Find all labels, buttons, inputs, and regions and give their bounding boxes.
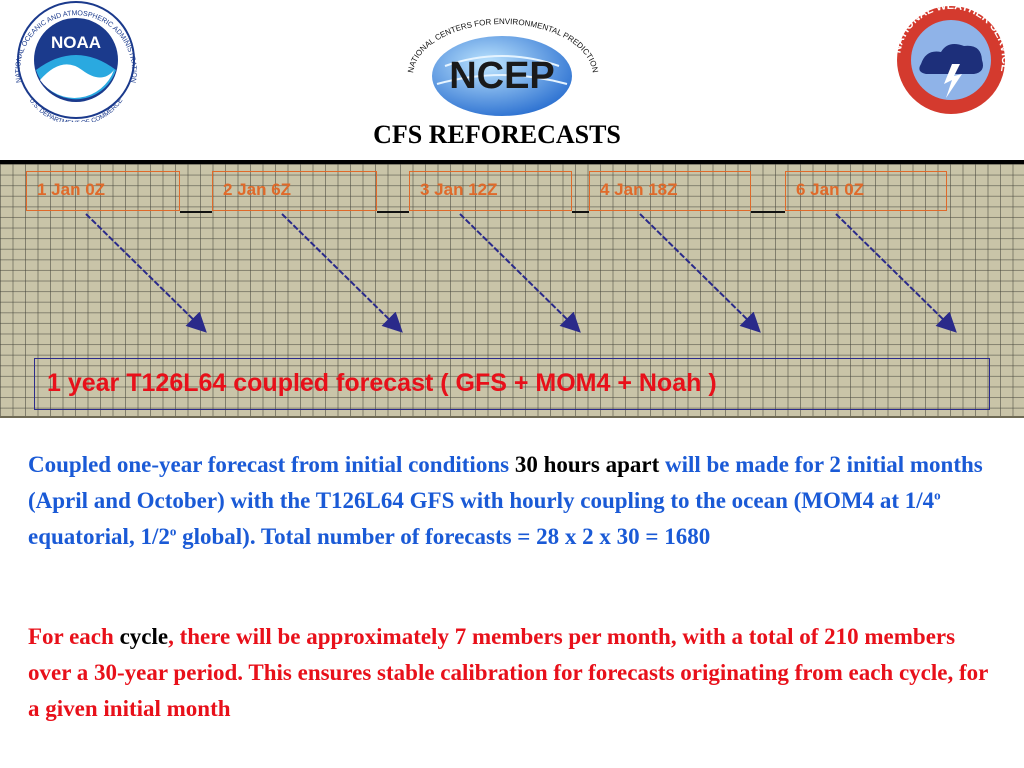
date-box-3: 3 Jan 12Z — [409, 171, 572, 211]
forecast-label-box: 1 year T126L64 coupled forecast ( GFS + … — [34, 358, 990, 410]
date-box-5: 6 Jan 0Z — [785, 171, 947, 211]
para1-text-1: Coupled one-year forecast from initial c… — [28, 452, 515, 477]
para2-text-1: For each — [28, 624, 120, 649]
date-box-1: 1 Jan 0Z — [26, 171, 180, 211]
para1-sup-1: o — [934, 487, 941, 503]
date-box-2: 2 Jan 6Z — [212, 171, 377, 211]
nws-logo: NATIONAL WEATHER SERVICE — [886, 0, 1016, 116]
ncep-wordmark: NCEP — [449, 55, 555, 97]
para2-highlight: cycle — [119, 624, 169, 649]
para1-text-4: global). Total number of forecasts = 28 … — [176, 524, 711, 549]
timeline-connector — [572, 211, 589, 213]
para1-highlight: 30 hours apart — [514, 452, 660, 477]
para2-text-2: , there will be approximately 7 members … — [28, 624, 988, 721]
timeline-connector — [377, 211, 409, 213]
para1-sup-2: o — [169, 523, 177, 539]
ncep-logo: NCEP NATIONAL CENTERS FOR ENVIRONMENTAL … — [405, 16, 600, 116]
noaa-wordmark: NOAA — [51, 33, 101, 52]
para1-text-2: will be made for 2 initial months (April… — [28, 452, 983, 513]
date-box-4: 4 Jan 18Z — [589, 171, 751, 211]
timeline-connector — [180, 211, 212, 213]
paragraph-forecast-description: Coupled one-year forecast from initial c… — [28, 447, 988, 555]
paragraph-cycle-description: For each cycle, there will be approximat… — [28, 619, 988, 727]
para1-text-3: equatorial, 1/2 — [28, 524, 170, 549]
timeline-connector — [751, 211, 785, 213]
slide-title: CFS REFORECASTS — [373, 120, 621, 149]
noaa-logo: NOAA NATIONAL OCEANIC AND ATMOSPHERIC AD… — [2, 0, 150, 127]
